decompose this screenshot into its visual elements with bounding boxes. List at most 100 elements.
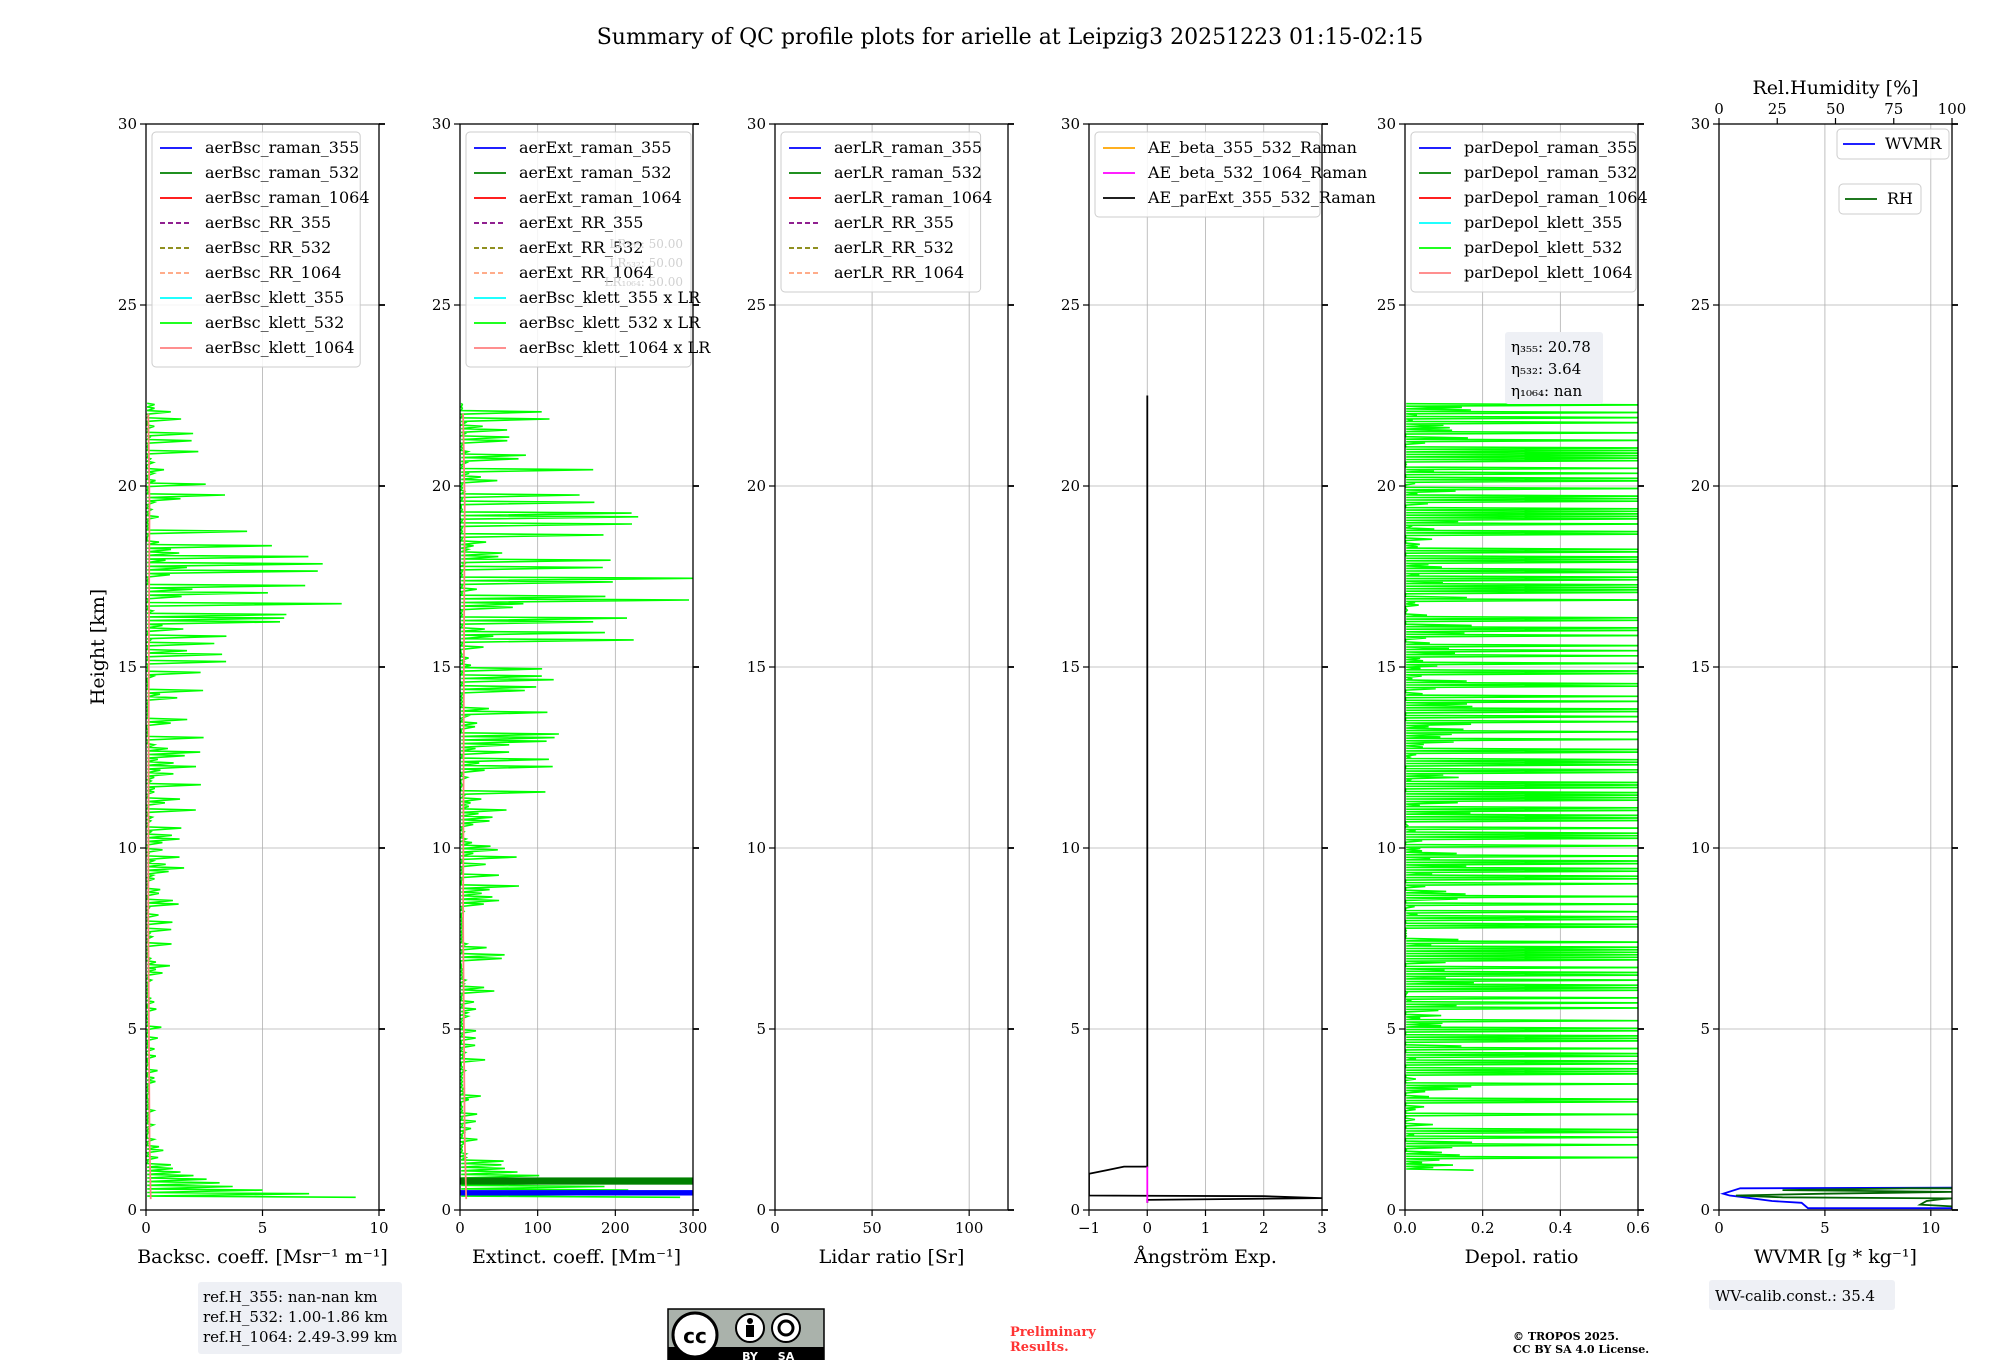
x-axis-label: Lidar ratio [Sr] xyxy=(819,1246,965,1268)
x-tick-label: 0 xyxy=(1142,1219,1152,1237)
x-tick-label: 10 xyxy=(1921,1219,1940,1237)
legend-box xyxy=(1838,183,1922,215)
legend-box xyxy=(1094,131,1321,218)
legend-label: AE_beta_532_1064_Raman xyxy=(1147,163,1367,182)
legend-label: aerBsc_RR_532 xyxy=(205,238,331,257)
legend-label: aerLR_RR_355 xyxy=(834,213,954,232)
cc-logo-text: cc xyxy=(683,1324,707,1348)
series-parDepol_klett_532 xyxy=(1405,402,1638,1171)
y-tick-label: 0 xyxy=(1700,1201,1710,1219)
series-aerBsc_klett_532 xyxy=(146,402,356,1199)
x-tick-label: 10 xyxy=(369,1219,388,1237)
x-tick-label: 0 xyxy=(141,1219,151,1237)
legend-label: aerBsc_klett_1064 xyxy=(205,338,354,357)
legend-label: parDepol_raman_1064 xyxy=(1464,188,1648,207)
legend-label: aerLR_raman_1064 xyxy=(834,188,992,207)
legend-label: aerBsc_klett_1064 x LR xyxy=(519,338,711,357)
legend-box xyxy=(780,131,982,293)
series-aerExt_raman_355 xyxy=(460,1190,693,1196)
copyright-line-1: © TROPOS 2025. xyxy=(1513,1330,1619,1343)
sa-label: SA xyxy=(778,1350,795,1360)
y-tick-label: 25 xyxy=(1377,296,1396,314)
legend-label: parDepol_raman_355 xyxy=(1464,138,1637,157)
series-aerExt_raman_532 xyxy=(460,1177,693,1185)
plot-area-ae xyxy=(1089,395,1322,1203)
y-tick-label: 5 xyxy=(1070,1020,1080,1038)
y-tick-label: 5 xyxy=(1700,1020,1710,1038)
legend-label: aerBsc_raman_1064 xyxy=(205,188,370,207)
x-tick-label: 5 xyxy=(1820,1219,1830,1237)
y-tick-label: 15 xyxy=(1061,658,1080,676)
legend-label: aerExt_RR_1064 xyxy=(519,263,654,282)
y-tick-label: 20 xyxy=(1377,477,1396,495)
legend-label: aerBsc_raman_355 xyxy=(205,138,359,157)
x-tick-label: 100 xyxy=(955,1219,984,1237)
legend-label: aerExt_raman_532 xyxy=(519,163,672,182)
plot-area-ext xyxy=(460,402,693,1200)
x-tick-label: 50 xyxy=(863,1219,882,1237)
legend-label: parDepol_klett_355 xyxy=(1464,213,1622,232)
cc-logo-icon xyxy=(671,1311,719,1359)
note-box xyxy=(198,1282,402,1354)
x-tick-label: 0 xyxy=(455,1219,465,1237)
legend-label: aerLR_RR_1064 xyxy=(834,263,964,282)
y-tick-label: 30 xyxy=(747,115,766,133)
lr-annotation: LR₃₅₅: 50.00 xyxy=(609,237,683,251)
legend-label: parDepol_raman_532 xyxy=(1464,163,1637,182)
note-line: ref.H_532: 1.00-1.86 km xyxy=(203,1308,388,1326)
y-tick-label: 0 xyxy=(1386,1201,1396,1219)
x-tick-label: 2 xyxy=(1259,1219,1269,1237)
series-aerBsc_klett_1064 x LR xyxy=(462,413,468,1200)
y-tick-label: 30 xyxy=(1061,115,1080,133)
series-WVMR xyxy=(1720,1186,1952,1210)
y-tick-label: 10 xyxy=(747,839,766,857)
eta-label: η₃₅₅: 20.78 xyxy=(1511,338,1591,356)
legend-label: aerLR_raman_355 xyxy=(834,138,982,157)
note-line: WV-calib.const.: 35.4 xyxy=(1715,1287,1875,1305)
legend-label: RH xyxy=(1887,189,1913,208)
y-tick-label: 20 xyxy=(1691,477,1710,495)
series-aerBsc_klett_1064 xyxy=(147,413,152,1200)
y-tick-label: 15 xyxy=(118,658,137,676)
series-AE_parExt_355_532_Raman xyxy=(1089,395,1322,1203)
figure-title: Summary of QC profile plots for arielle … xyxy=(597,25,1424,50)
x-axis-label: Extinct. coeff. [Mm⁻¹] xyxy=(472,1246,681,1268)
y-tick-label: 0 xyxy=(1070,1201,1080,1219)
y-tick-label: 25 xyxy=(1691,296,1710,314)
y-tick-label: 10 xyxy=(118,839,137,857)
y-tick-label: 10 xyxy=(1691,839,1710,857)
y-tick-label: 5 xyxy=(441,1020,451,1038)
legend-label: aerBsc_RR_355 xyxy=(205,213,331,232)
legend-box xyxy=(1410,131,1637,293)
y-tick-label: 15 xyxy=(432,658,451,676)
x-tick-label: 5 xyxy=(258,1219,268,1237)
y-tick-label: 5 xyxy=(127,1020,137,1038)
legend-label: parDepol_klett_532 xyxy=(1464,238,1622,257)
top-tick-label: 25 xyxy=(1768,100,1787,118)
eta-label: η₅₃₂: 3.64 xyxy=(1511,360,1581,378)
x-tick-label: 0.6 xyxy=(1626,1219,1650,1237)
legend-label: parDepol_klett_1064 xyxy=(1464,263,1633,282)
y-axis-label: Height [km] xyxy=(87,589,109,705)
legend-label: aerExt_raman_355 xyxy=(519,138,672,157)
y-tick-label: 10 xyxy=(432,839,451,857)
legend-label: aerBsc_klett_355 x LR xyxy=(519,288,701,307)
top-axis-label: Rel.Humidity [%] xyxy=(1752,77,1918,99)
x-tick-label: −1 xyxy=(1078,1219,1100,1237)
x-tick-label: 0 xyxy=(770,1219,780,1237)
y-tick-label: 15 xyxy=(747,658,766,676)
y-tick-label: 0 xyxy=(756,1201,766,1219)
plot-area-dep xyxy=(1405,402,1638,1171)
legend-label: AE_parExt_355_532_Raman xyxy=(1147,188,1376,207)
y-tick-label: 10 xyxy=(1061,839,1080,857)
by-label: BY xyxy=(742,1350,759,1360)
note-line: ref.H_1064: 2.49-3.99 km xyxy=(203,1328,397,1346)
preliminary-line-1: Preliminary xyxy=(1010,1325,1096,1340)
x-tick-label: 3 xyxy=(1317,1219,1327,1237)
legend-box xyxy=(1836,128,1950,160)
y-tick-label: 20 xyxy=(432,477,451,495)
legend-label: aerLR_RR_532 xyxy=(834,238,954,257)
eta-label: η₁₀₆₄: nan xyxy=(1511,382,1582,400)
